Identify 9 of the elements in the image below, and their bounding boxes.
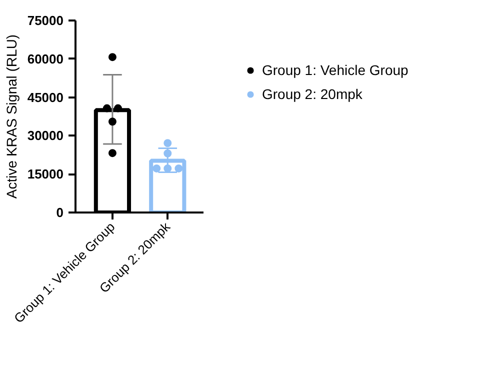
y-axis-title: Active KRAS Signal (RLU): [3, 34, 20, 199]
y-tick-label: 0: [56, 205, 64, 220]
legend-label: Group 2: 20mpk: [262, 86, 362, 102]
y-tick-label: 15000: [27, 166, 64, 182]
y-tick-label: 30000: [27, 128, 64, 144]
y-tick-label: 45000: [27, 90, 64, 105]
legend-label: Group 1: Vehicle Group: [262, 62, 408, 78]
y-tick-label: 75000: [27, 13, 64, 28]
y-tick-label: 60000: [27, 51, 64, 66]
